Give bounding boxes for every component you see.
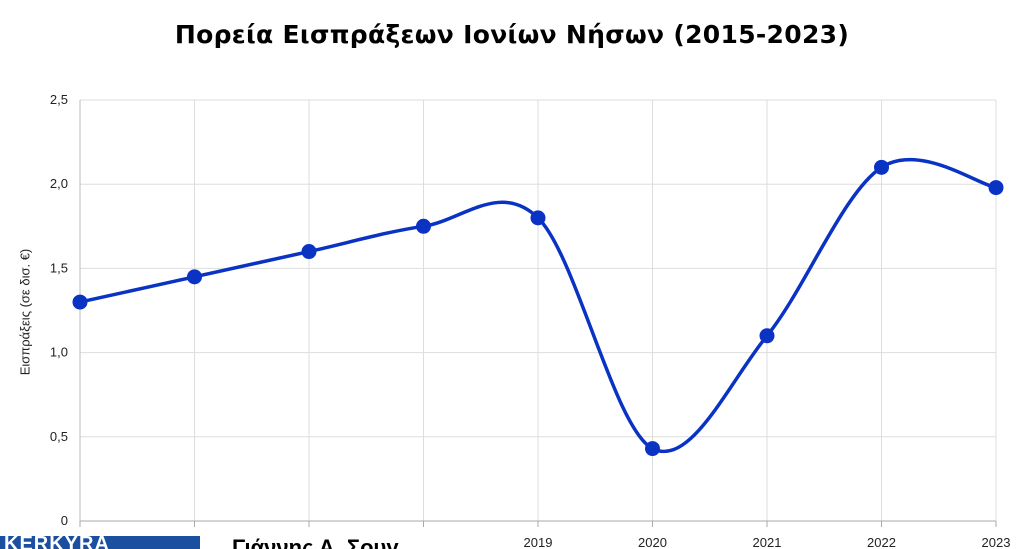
grid-layer [80,99,997,521]
axes [79,100,997,527]
data-point [72,294,88,310]
x-tick-label: 2022 [867,535,896,549]
y-tick-label: 1,5 [50,260,68,275]
y-tick-label: 0,5 [50,429,68,444]
brand-badge-text: KERKYRA [4,536,110,549]
y-tick-label: 2,5 [50,92,68,107]
y-tick-label: 2,0 [50,176,68,191]
data-point [988,180,1004,196]
data-point [874,159,889,175]
x-tick-label: 2020 [638,535,667,549]
x-tick-label: 2023 [982,535,1011,549]
x-tick-labels: 2019 2020 2021 2022 2023 [524,535,1011,549]
chart-title: Πορεία Εισπράξεων Ιονίων Νήσων (2015-202… [174,20,850,49]
x-tick-label: 2019 [524,535,553,549]
series-line-layer [78,157,998,453]
data-point [301,244,317,260]
data-point [645,441,660,457]
y-tick-label: 1,0 [50,345,68,360]
data-point [530,210,546,226]
brand-badge: KERKYRA [0,536,200,549]
footer-caption: Γιάννης Α. Σουγ... [232,535,417,549]
y-tick-label: 0 [61,513,68,528]
x-tick-label: 2021 [753,535,782,549]
y-axis-label: Εισπράξεις (σε δισ. €) [17,248,33,376]
data-point [187,269,202,285]
series-line [78,157,998,453]
data-points [72,159,1004,457]
data-point [759,328,775,344]
y-tick-labels: 0 0,5 1,0 1,5 2,0 2,5 [50,92,68,528]
data-point [416,218,431,234]
